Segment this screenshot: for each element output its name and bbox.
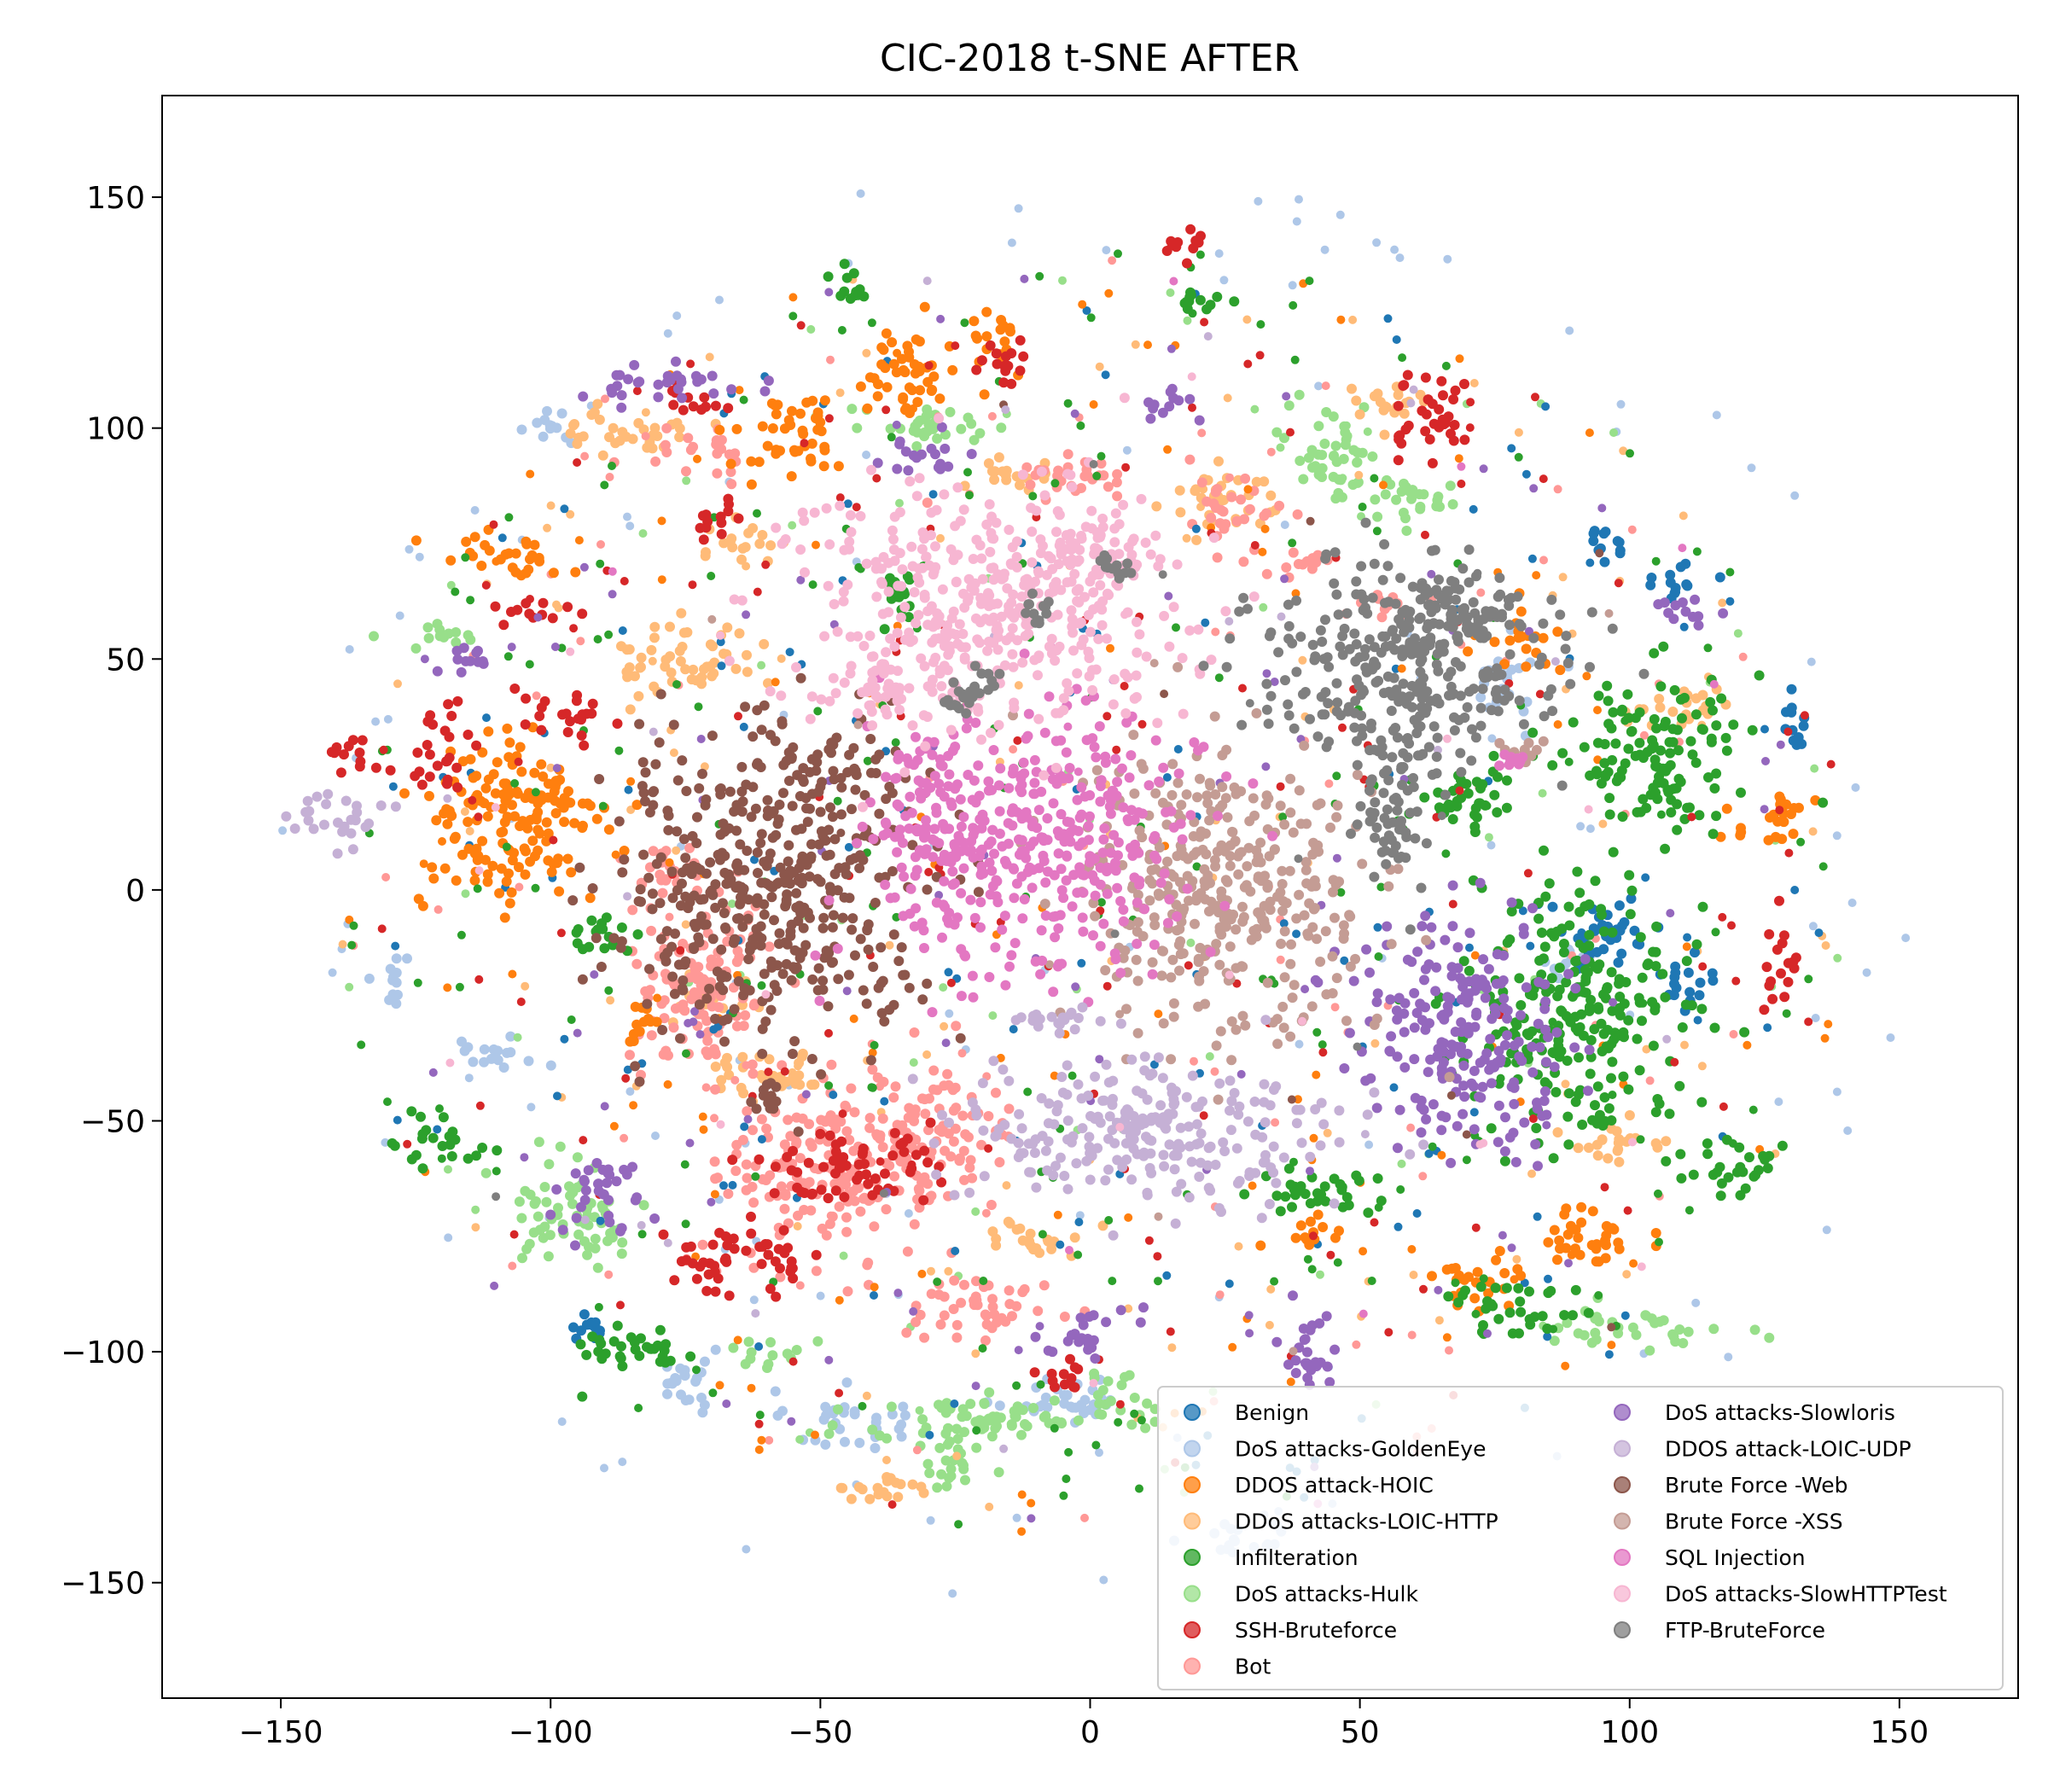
legend-marker [1184, 1657, 1201, 1675]
legend-label: Bot [1235, 1655, 1271, 1679]
y-tick-label: 150 [86, 181, 145, 216]
y-tick-label: 100 [86, 412, 145, 447]
legend: Benign DoS attacks-GoldenEye DDOS attack-H… [1157, 1386, 2004, 1690]
legend-marker [1184, 1621, 1201, 1638]
x-tick-label: −100 [509, 1715, 593, 1750]
legend-marker [1614, 1512, 1631, 1530]
legend-label: DDOS attack-LOIC-UDP [1665, 1437, 1911, 1462]
legend-label: Infilteration [1235, 1545, 1359, 1570]
legend-marker [1614, 1440, 1631, 1457]
x-tick-label: −150 [239, 1715, 323, 1750]
legend-label: Brute Force -Web [1665, 1473, 1848, 1498]
series-14 [492, 460, 1649, 1201]
legend-label: DDOS attack-HOIC [1235, 1473, 1434, 1498]
y-tick-label: −150 [61, 1567, 145, 1602]
legend-marker [1184, 1585, 1201, 1603]
series-13 [445, 372, 1646, 1388]
legend-label: DDoS attacks-LOIC-HTTP [1235, 1510, 1498, 1534]
series-points-8 [420, 274, 1785, 1523]
legend-marker [1184, 1549, 1201, 1566]
x-tick-label: −50 [788, 1715, 852, 1750]
legend-marker [1614, 1404, 1631, 1421]
series-points-10 [567, 400, 1616, 1332]
y-tick-label: 0 [125, 874, 145, 909]
legend-label: DoS attacks-GoldenEye [1235, 1437, 1486, 1462]
legend-label: DoS attacks-Slowloris [1665, 1400, 1895, 1425]
y-tick-label: −50 [80, 1104, 145, 1139]
series-points-13 [445, 372, 1646, 1388]
x-tick-label: 0 [1080, 1715, 1100, 1750]
legend-label: DoS attacks-SlowHTTPTest [1665, 1582, 1947, 1607]
legend-label: FTP-BruteForce [1665, 1618, 1825, 1643]
legend-marker [1614, 1476, 1631, 1493]
legend-box [1157, 1386, 2004, 1690]
legend-marker [1184, 1512, 1201, 1530]
legend-label: Brute Force -XSS [1665, 1510, 1843, 1534]
legend-label: SSH-Bruteforce [1235, 1618, 1397, 1643]
legend-marker [1614, 1585, 1631, 1603]
legend-marker [1614, 1549, 1631, 1566]
x-axis: −150 −100 −50 0 50 100 150 [239, 1698, 1929, 1750]
x-tick-label: 150 [1871, 1715, 1929, 1750]
legend-marker [1614, 1621, 1631, 1638]
legend-marker [1184, 1476, 1201, 1493]
legend-label: Benign [1235, 1400, 1309, 1425]
scatter-points [278, 189, 1911, 1598]
chart-title: CIC-2018 t-SNE AFTER [880, 37, 1300, 80]
legend-marker [1184, 1404, 1201, 1421]
series-10 [567, 400, 1616, 1332]
series-8 [420, 274, 1785, 1523]
x-tick-label: 50 [1341, 1715, 1380, 1750]
legend-label: DoS attacks-Hulk [1235, 1582, 1418, 1607]
x-tick-label: 100 [1600, 1715, 1659, 1750]
y-axis: 150 100 50 0 −50 −100 −150 [61, 181, 162, 1602]
legend-marker [1184, 1440, 1201, 1457]
series-points-14 [492, 460, 1649, 1201]
y-tick-label: 50 [106, 643, 145, 678]
legend-label: SQL Injection [1665, 1545, 1806, 1570]
y-tick-label: −100 [61, 1335, 145, 1370]
